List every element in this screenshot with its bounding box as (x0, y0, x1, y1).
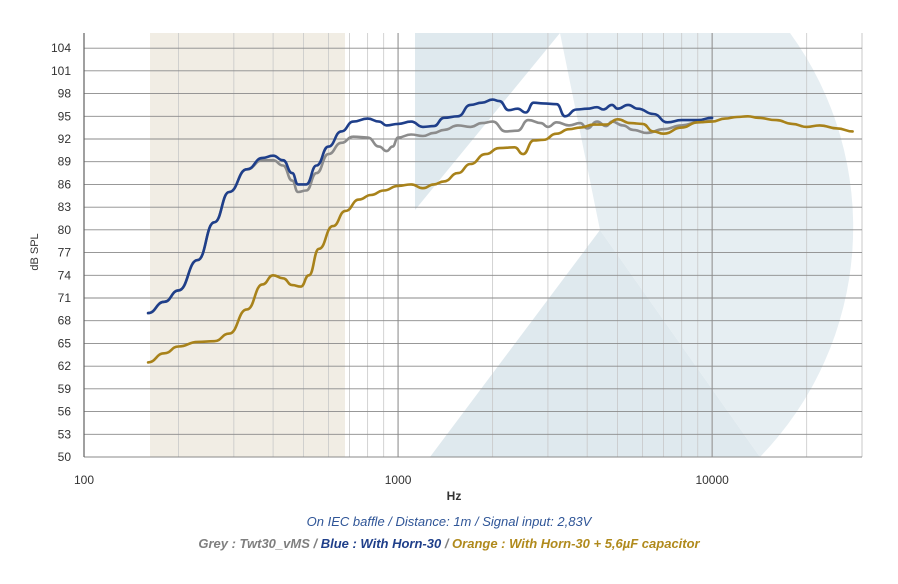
series-line-2 (146, 115, 854, 364)
caption-orange-text: Orange : With Horn-30 + 5,6µF capacitor (452, 536, 700, 551)
y-tick-label: 62 (58, 359, 72, 373)
y-tick-label: 95 (58, 109, 72, 123)
y-tick-label: 92 (58, 132, 72, 146)
y-tick-label: 104 (51, 41, 71, 55)
y-tick-label: 83 (58, 200, 72, 214)
y-tick-label: 101 (51, 64, 71, 78)
watermark-background (150, 33, 854, 457)
y-tick-label: 74 (58, 268, 72, 282)
frequency-response-chart: 50 53 56 59 62 65 68 71 74 77 80 83 86 89 92 95 98 101 104… (29, 33, 863, 503)
y-tick-label: 98 (58, 87, 72, 101)
y-tick-label: 80 (58, 223, 72, 237)
y-tick-label: 77 (58, 246, 72, 260)
series-line-0 (146, 118, 714, 315)
caption-legend: Grey : Twt30_vMS / Blue : With Horn-30 /… (0, 536, 898, 551)
y-tick-label: 68 (58, 314, 72, 328)
x-tick-label: 1000 (385, 473, 412, 487)
y-tick-label: 71 (58, 291, 72, 305)
y-tick-label: 56 (58, 405, 72, 419)
x-tick-labels: 100 1000 10000 (74, 473, 729, 487)
x-axis-label: Hz (447, 489, 462, 503)
series-line-1 (146, 98, 714, 315)
y-tick-label: 89 (58, 155, 72, 169)
bg-blue-shape (415, 33, 760, 457)
series-lines (146, 98, 854, 364)
y-tick-labels: 50 53 56 59 62 65 68 71 74 77 80 83 86 89 92 95 98 101 104 (51, 41, 71, 464)
y-tick-label: 86 (58, 177, 72, 191)
y-tick-label: 65 (58, 336, 72, 350)
y-axis-label: dB SPL (29, 233, 41, 270)
x-tick-label: 100 (74, 473, 94, 487)
caption-measurement-conditions: On IEC baffle / Distance: 1m / Signal in… (306, 514, 592, 529)
caption-blue-text: Blue : With Horn-30 (320, 536, 442, 551)
y-tick-label: 59 (58, 382, 72, 396)
bg-beige-block (150, 33, 345, 457)
grid-lines (83, 33, 863, 458)
y-tick-label: 53 (58, 427, 72, 441)
caption-grey-text: Grey : Twt30_vMS / (198, 536, 321, 551)
y-tick-label: 50 (58, 450, 72, 464)
x-tick-label: 10000 (695, 473, 729, 487)
caption-separator: / (441, 536, 453, 551)
